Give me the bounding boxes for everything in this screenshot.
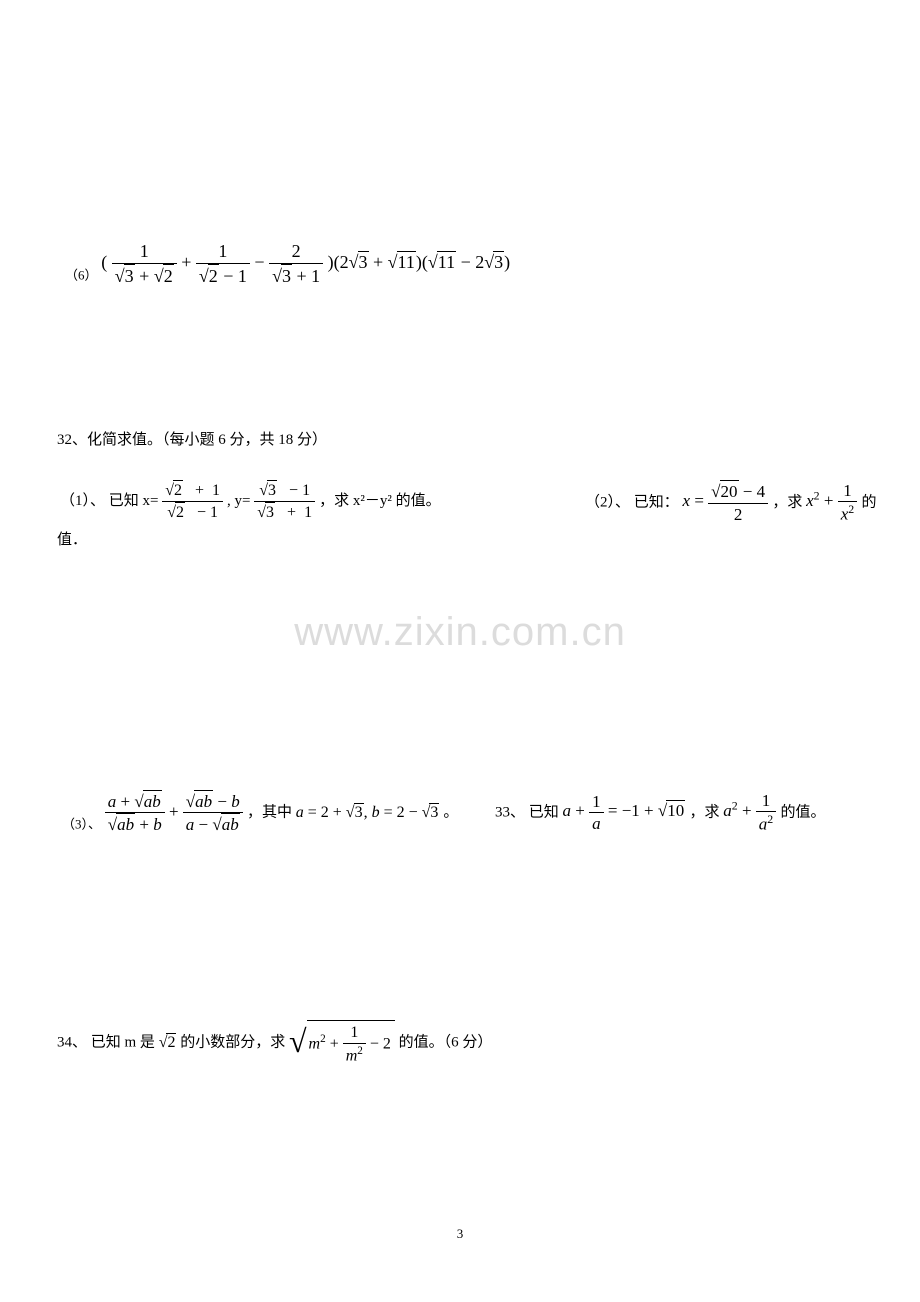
p32-2-label: （2）、 [585,494,630,510]
p32-1-label: （1）、 [60,493,105,509]
p32-3-where-suffix: 。 [443,805,458,821]
p32-2-mid: ，求 [772,494,802,510]
watermark-text: www.zixin.com.cn [294,610,626,655]
p34-mid1: 的小数部分，求 [180,1035,285,1051]
page-number: 3 [0,1226,920,1242]
p31-6-expression: ( 13 + 2 + 12 − 1 − 23 + 1 )(23 + 11)(11… [101,252,510,272]
p32-3-where: a = 2 + 3, b = 2 − 3 [296,804,444,821]
p32-2-prefix: 已知： [634,494,679,510]
p34-label: 34、 [57,1035,87,1051]
p34-sqrt2: 2 [159,1034,177,1051]
p32-3-label: （3）、 [62,817,101,832]
p32-1-prefix: 已知 x= [109,493,159,509]
p32-2-tail-nextline: 值． [57,528,87,549]
p33-prefix: 已知 [529,804,559,820]
p32-2-tail: 的 [861,494,876,510]
p32-3-expr: a + ab ab + b + ab − b a − ab [105,802,247,821]
p34-prefix: 已知 m 是 [91,1035,155,1051]
p32-1-x-expr: 2+ 12− 1 [162,492,227,509]
p32-1-tail: ，求 x²－y² 的值。 [319,493,441,509]
p32-3-where-prefix: ，其中 [247,805,292,821]
p33-mid: ，求 [689,804,719,820]
p34-target: √m2 + 1m2 − 2 [289,1020,395,1066]
p32-2-x-expr: x = 20 − 42 [683,491,773,510]
p33-label: 33、 [495,804,525,820]
p32-1-mid: , y= [227,493,250,509]
p31-6-label: （6） [65,268,98,283]
p33-given: a + 1a = −1 + 10 [563,801,690,820]
p32-header: 32、化简求值。（每小题 6 分，共 18 分） [57,428,327,449]
p32-1-y-expr: 3− 13+ 1 [254,492,319,509]
p33-target: a2 + 1a2 [723,801,780,820]
p34-tail: 的值。（6 分） [399,1035,493,1051]
p32-2-target: x2 + 1x2 [806,491,861,510]
p33-tail: 的值。 [781,804,826,820]
